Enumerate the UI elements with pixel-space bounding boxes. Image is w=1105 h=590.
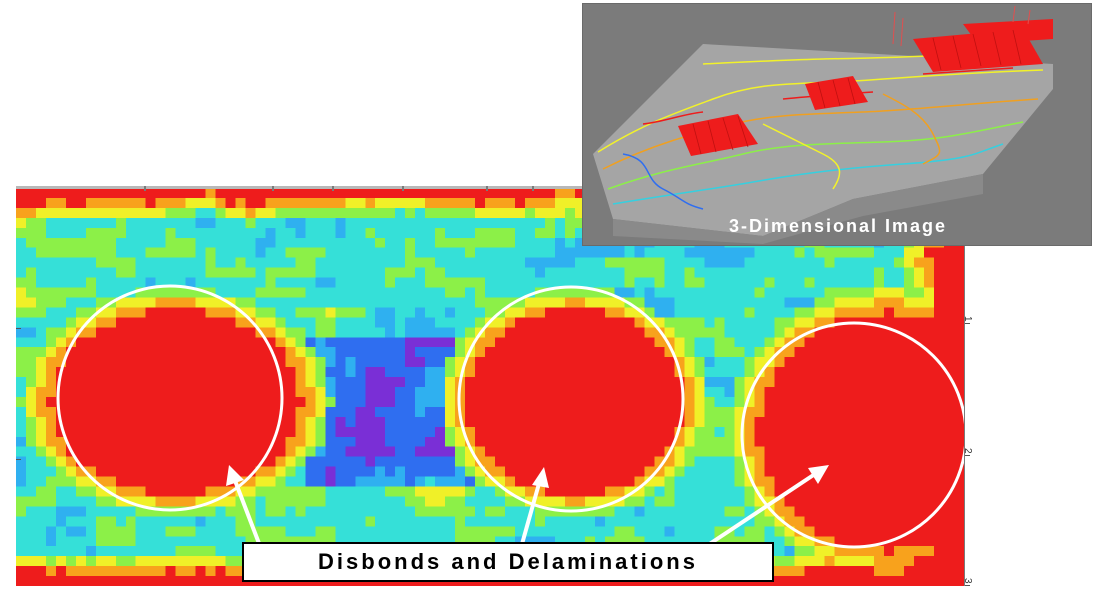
right-axis: 1 2 3 [962,188,973,586]
surface-plot [593,5,1053,244]
axis-tick [144,186,146,191]
defect-circle-icon [56,284,284,512]
pointer-arrow-icon [706,465,829,547]
defect-plateau [678,114,758,156]
right-tick-label-3: 3 [962,578,973,584]
right-tick-label-2: 2 [962,448,973,454]
axis-tick [402,186,404,191]
plateau-hatching [692,29,1022,155]
inset-caption: 3-Dimensional Image [728,216,948,236]
axis-tick [965,585,970,586]
defect-circle-icon [740,321,964,549]
axis-tick [965,455,970,456]
surface-spikes [892,5,1031,47]
defect-label-box: Disbonds and Delaminations [242,542,774,582]
axis-tick [332,186,334,191]
axis-tick [965,323,970,324]
axis-tick [16,328,21,329]
defect-plateau [963,19,1053,44]
cscan-heatmap [16,188,964,586]
inset-3d-image: 3-Dimensional Image [582,3,1092,246]
annotation-overlay [56,284,964,549]
right-tick-label-1: 1 [962,316,973,322]
axis-tick [532,186,534,191]
surface-base [593,44,1053,236]
surface-side [613,174,983,244]
axis-tick [272,186,274,191]
axis-tick [486,186,488,191]
defect-circle-icon [457,285,685,513]
top-axis [16,186,964,191]
axis-tick [16,459,21,460]
contour-lines [597,53,1044,210]
pointer-arrow-icon [520,467,549,545]
pointer-arrow-icon [226,465,262,547]
cscan-map [16,188,964,586]
defect-label-text: Disbonds and Delaminations [318,549,698,574]
